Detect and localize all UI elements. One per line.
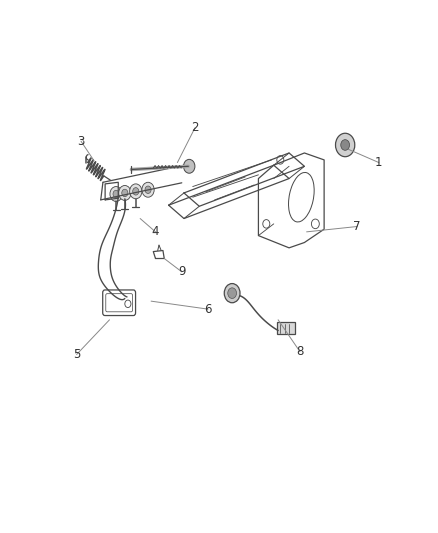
Circle shape xyxy=(142,182,154,197)
Text: 2: 2 xyxy=(191,122,199,134)
FancyBboxPatch shape xyxy=(277,322,295,334)
Text: 1: 1 xyxy=(375,156,383,169)
Text: 7: 7 xyxy=(353,220,361,233)
Circle shape xyxy=(130,184,142,199)
Circle shape xyxy=(224,284,240,303)
Text: 5: 5 xyxy=(73,348,80,361)
Text: 4: 4 xyxy=(152,225,159,238)
Circle shape xyxy=(119,185,131,200)
Circle shape xyxy=(341,140,350,150)
Circle shape xyxy=(113,190,119,198)
Circle shape xyxy=(336,133,355,157)
Text: 3: 3 xyxy=(78,135,85,148)
Circle shape xyxy=(122,189,128,197)
Circle shape xyxy=(145,186,151,193)
Circle shape xyxy=(133,188,139,195)
Circle shape xyxy=(110,187,122,201)
Text: 6: 6 xyxy=(204,303,212,316)
Circle shape xyxy=(184,159,195,173)
Text: 9: 9 xyxy=(178,265,186,278)
Circle shape xyxy=(228,288,237,298)
Text: 8: 8 xyxy=(297,345,304,358)
